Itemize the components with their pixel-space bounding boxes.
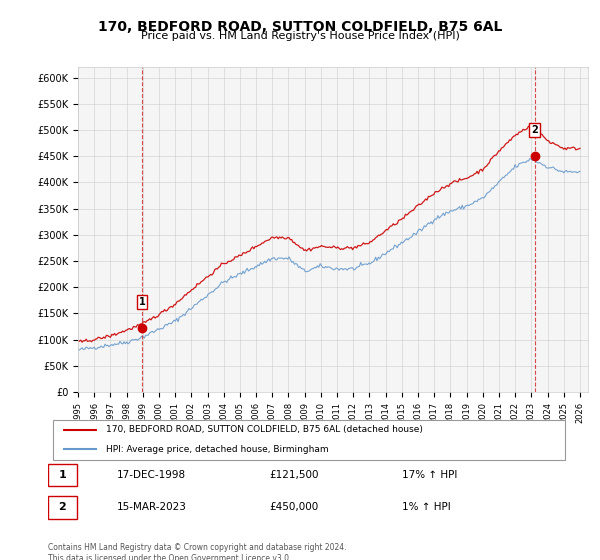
Text: 15-MAR-2023: 15-MAR-2023 xyxy=(116,502,187,512)
Text: £121,500: £121,500 xyxy=(270,470,319,480)
Text: Price paid vs. HM Land Registry's House Price Index (HPI): Price paid vs. HM Land Registry's House … xyxy=(140,31,460,41)
Text: 170, BEDFORD ROAD, SUTTON COLDFIELD, B75 6AL (detached house): 170, BEDFORD ROAD, SUTTON COLDFIELD, B75… xyxy=(106,425,423,434)
Text: 2: 2 xyxy=(58,502,66,512)
Text: Contains HM Land Registry data © Crown copyright and database right 2024.
This d: Contains HM Land Registry data © Crown c… xyxy=(48,543,347,560)
Text: 17-DEC-1998: 17-DEC-1998 xyxy=(116,470,186,480)
Text: 1: 1 xyxy=(139,297,145,307)
Text: 170, BEDFORD ROAD, SUTTON COLDFIELD, B75 6AL: 170, BEDFORD ROAD, SUTTON COLDFIELD, B75… xyxy=(98,20,502,34)
Text: £450,000: £450,000 xyxy=(270,502,319,512)
Text: 1: 1 xyxy=(58,470,66,480)
Text: HPI: Average price, detached house, Birmingham: HPI: Average price, detached house, Birm… xyxy=(106,445,329,454)
FancyBboxPatch shape xyxy=(53,421,565,460)
Text: 17% ↑ HPI: 17% ↑ HPI xyxy=(402,470,457,480)
Text: 1% ↑ HPI: 1% ↑ HPI xyxy=(402,502,451,512)
FancyBboxPatch shape xyxy=(48,464,77,487)
Text: 2: 2 xyxy=(532,125,538,136)
FancyBboxPatch shape xyxy=(48,496,77,519)
